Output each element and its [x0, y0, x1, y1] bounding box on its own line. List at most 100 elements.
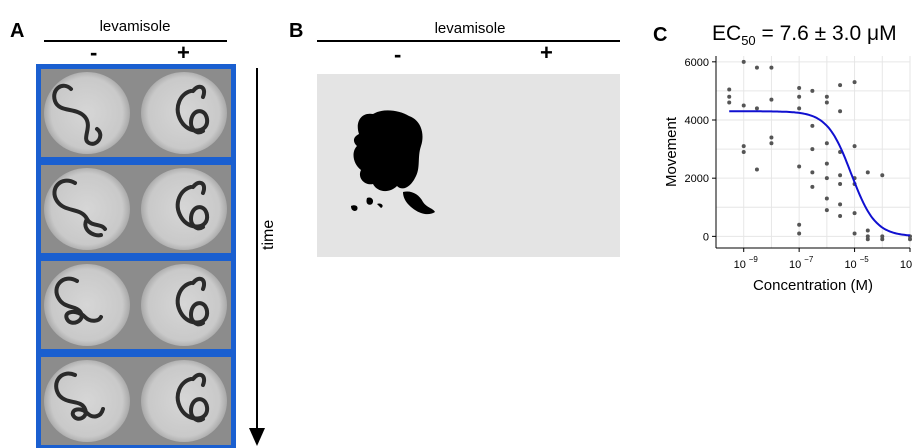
chart-title: EC50 = 7.6 ± 3.0 μM — [712, 22, 897, 48]
panel-b-letter: B — [289, 20, 304, 42]
data-point — [810, 123, 815, 128]
data-point — [727, 100, 732, 105]
worm-image — [52, 83, 210, 146]
data-point — [741, 103, 746, 108]
data-point — [810, 170, 815, 175]
data-point — [852, 144, 857, 149]
time-label: time — [260, 219, 277, 250]
data-point — [727, 87, 732, 92]
panel-a-minus: - — [90, 40, 98, 65]
data-point — [838, 83, 843, 88]
panel-b-plus: + — [540, 40, 553, 65]
dose-response-chart: 020004000600010−910−710−510−3Concentrati… — [663, 56, 912, 294]
data-point — [754, 167, 759, 172]
data-point — [797, 106, 802, 111]
data-point — [852, 211, 857, 216]
x-tick-label: 10 — [734, 259, 746, 271]
data-point — [754, 106, 759, 111]
y-tick-label: 4000 — [685, 115, 709, 127]
petri-dish — [141, 360, 227, 442]
y-tick-label: 2000 — [685, 173, 709, 185]
chart-title-prefix: EC — [712, 22, 742, 45]
x-tick-exponent: −9 — [749, 255, 759, 264]
petri-dish — [44, 360, 130, 442]
x-tick-exponent: −7 — [804, 255, 814, 264]
data-point — [880, 237, 885, 242]
time-lapse-strip — [36, 64, 236, 448]
data-point — [852, 80, 857, 85]
data-point — [824, 141, 829, 146]
data-point — [838, 109, 843, 114]
data-point — [824, 94, 829, 99]
plot-area — [716, 56, 910, 248]
data-point — [741, 59, 746, 64]
worm-image — [54, 371, 210, 423]
data-point — [810, 88, 815, 93]
data-point — [880, 234, 885, 239]
worm-image — [52, 178, 210, 238]
data-point — [852, 231, 857, 236]
panel-a-plus: + — [177, 40, 190, 65]
data-point — [741, 144, 746, 149]
movement-blob — [351, 110, 435, 215]
data-point — [769, 97, 774, 102]
data-point — [865, 237, 870, 242]
data-point — [865, 170, 870, 175]
panel-a-rule — [44, 40, 227, 42]
data-point — [908, 237, 912, 242]
data-point — [824, 161, 829, 166]
data-point — [880, 173, 885, 178]
data-point — [797, 231, 802, 236]
x-tick-exponent: −5 — [860, 255, 870, 264]
chart-title-subscript: 50 — [741, 33, 756, 49]
data-point — [741, 150, 746, 154]
data-point — [838, 214, 843, 218]
panel-b-header: levamisole — [434, 20, 506, 37]
panel-a-letter: A — [10, 20, 25, 42]
panel-b-minus: - — [394, 42, 402, 67]
time-frame — [41, 69, 231, 157]
x-tick-label: 10 — [900, 259, 912, 271]
data-point — [865, 234, 870, 239]
chart-title-value: = 7.6 ± 3.0 μM — [755, 22, 897, 45]
worm-image — [54, 276, 210, 327]
panel-a-header: levamisole — [99, 18, 171, 35]
movement-difference-image — [317, 74, 620, 257]
time-frame — [41, 261, 231, 349]
data-point — [769, 65, 774, 70]
data-point — [797, 164, 802, 169]
data-point — [797, 86, 802, 90]
data-point — [797, 94, 802, 99]
x-axis-label: Concentration (M) — [753, 277, 873, 294]
x-tick-label: 10 — [844, 259, 856, 271]
data-point — [754, 65, 759, 70]
panel-b-rule — [317, 40, 620, 42]
y-tick-label: 6000 — [685, 57, 709, 69]
data-point — [727, 94, 732, 99]
time-arrow — [249, 68, 265, 446]
data-point — [865, 228, 870, 233]
data-point — [824, 196, 829, 201]
data-point — [824, 208, 829, 213]
data-point — [838, 202, 843, 207]
y-tick-label: 0 — [703, 231, 709, 243]
data-point — [769, 135, 774, 140]
petri-dish — [141, 264, 227, 346]
y-axis-label: Movement — [663, 116, 680, 187]
data-point — [838, 182, 843, 186]
data-point — [824, 176, 829, 181]
petri-dish — [141, 168, 227, 250]
data-point — [824, 100, 829, 105]
petri-dish — [141, 72, 227, 154]
petri-dish — [44, 264, 130, 346]
time-frame — [41, 165, 231, 253]
x-tick-label: 10 — [789, 259, 801, 271]
data-point — [810, 147, 815, 152]
data-point — [838, 173, 843, 178]
fit-curve — [729, 110, 911, 237]
time-frame — [41, 357, 231, 445]
data-point — [810, 184, 815, 189]
panel-c-letter: C — [653, 24, 668, 46]
data-point — [797, 222, 802, 227]
data-point — [769, 141, 774, 146]
